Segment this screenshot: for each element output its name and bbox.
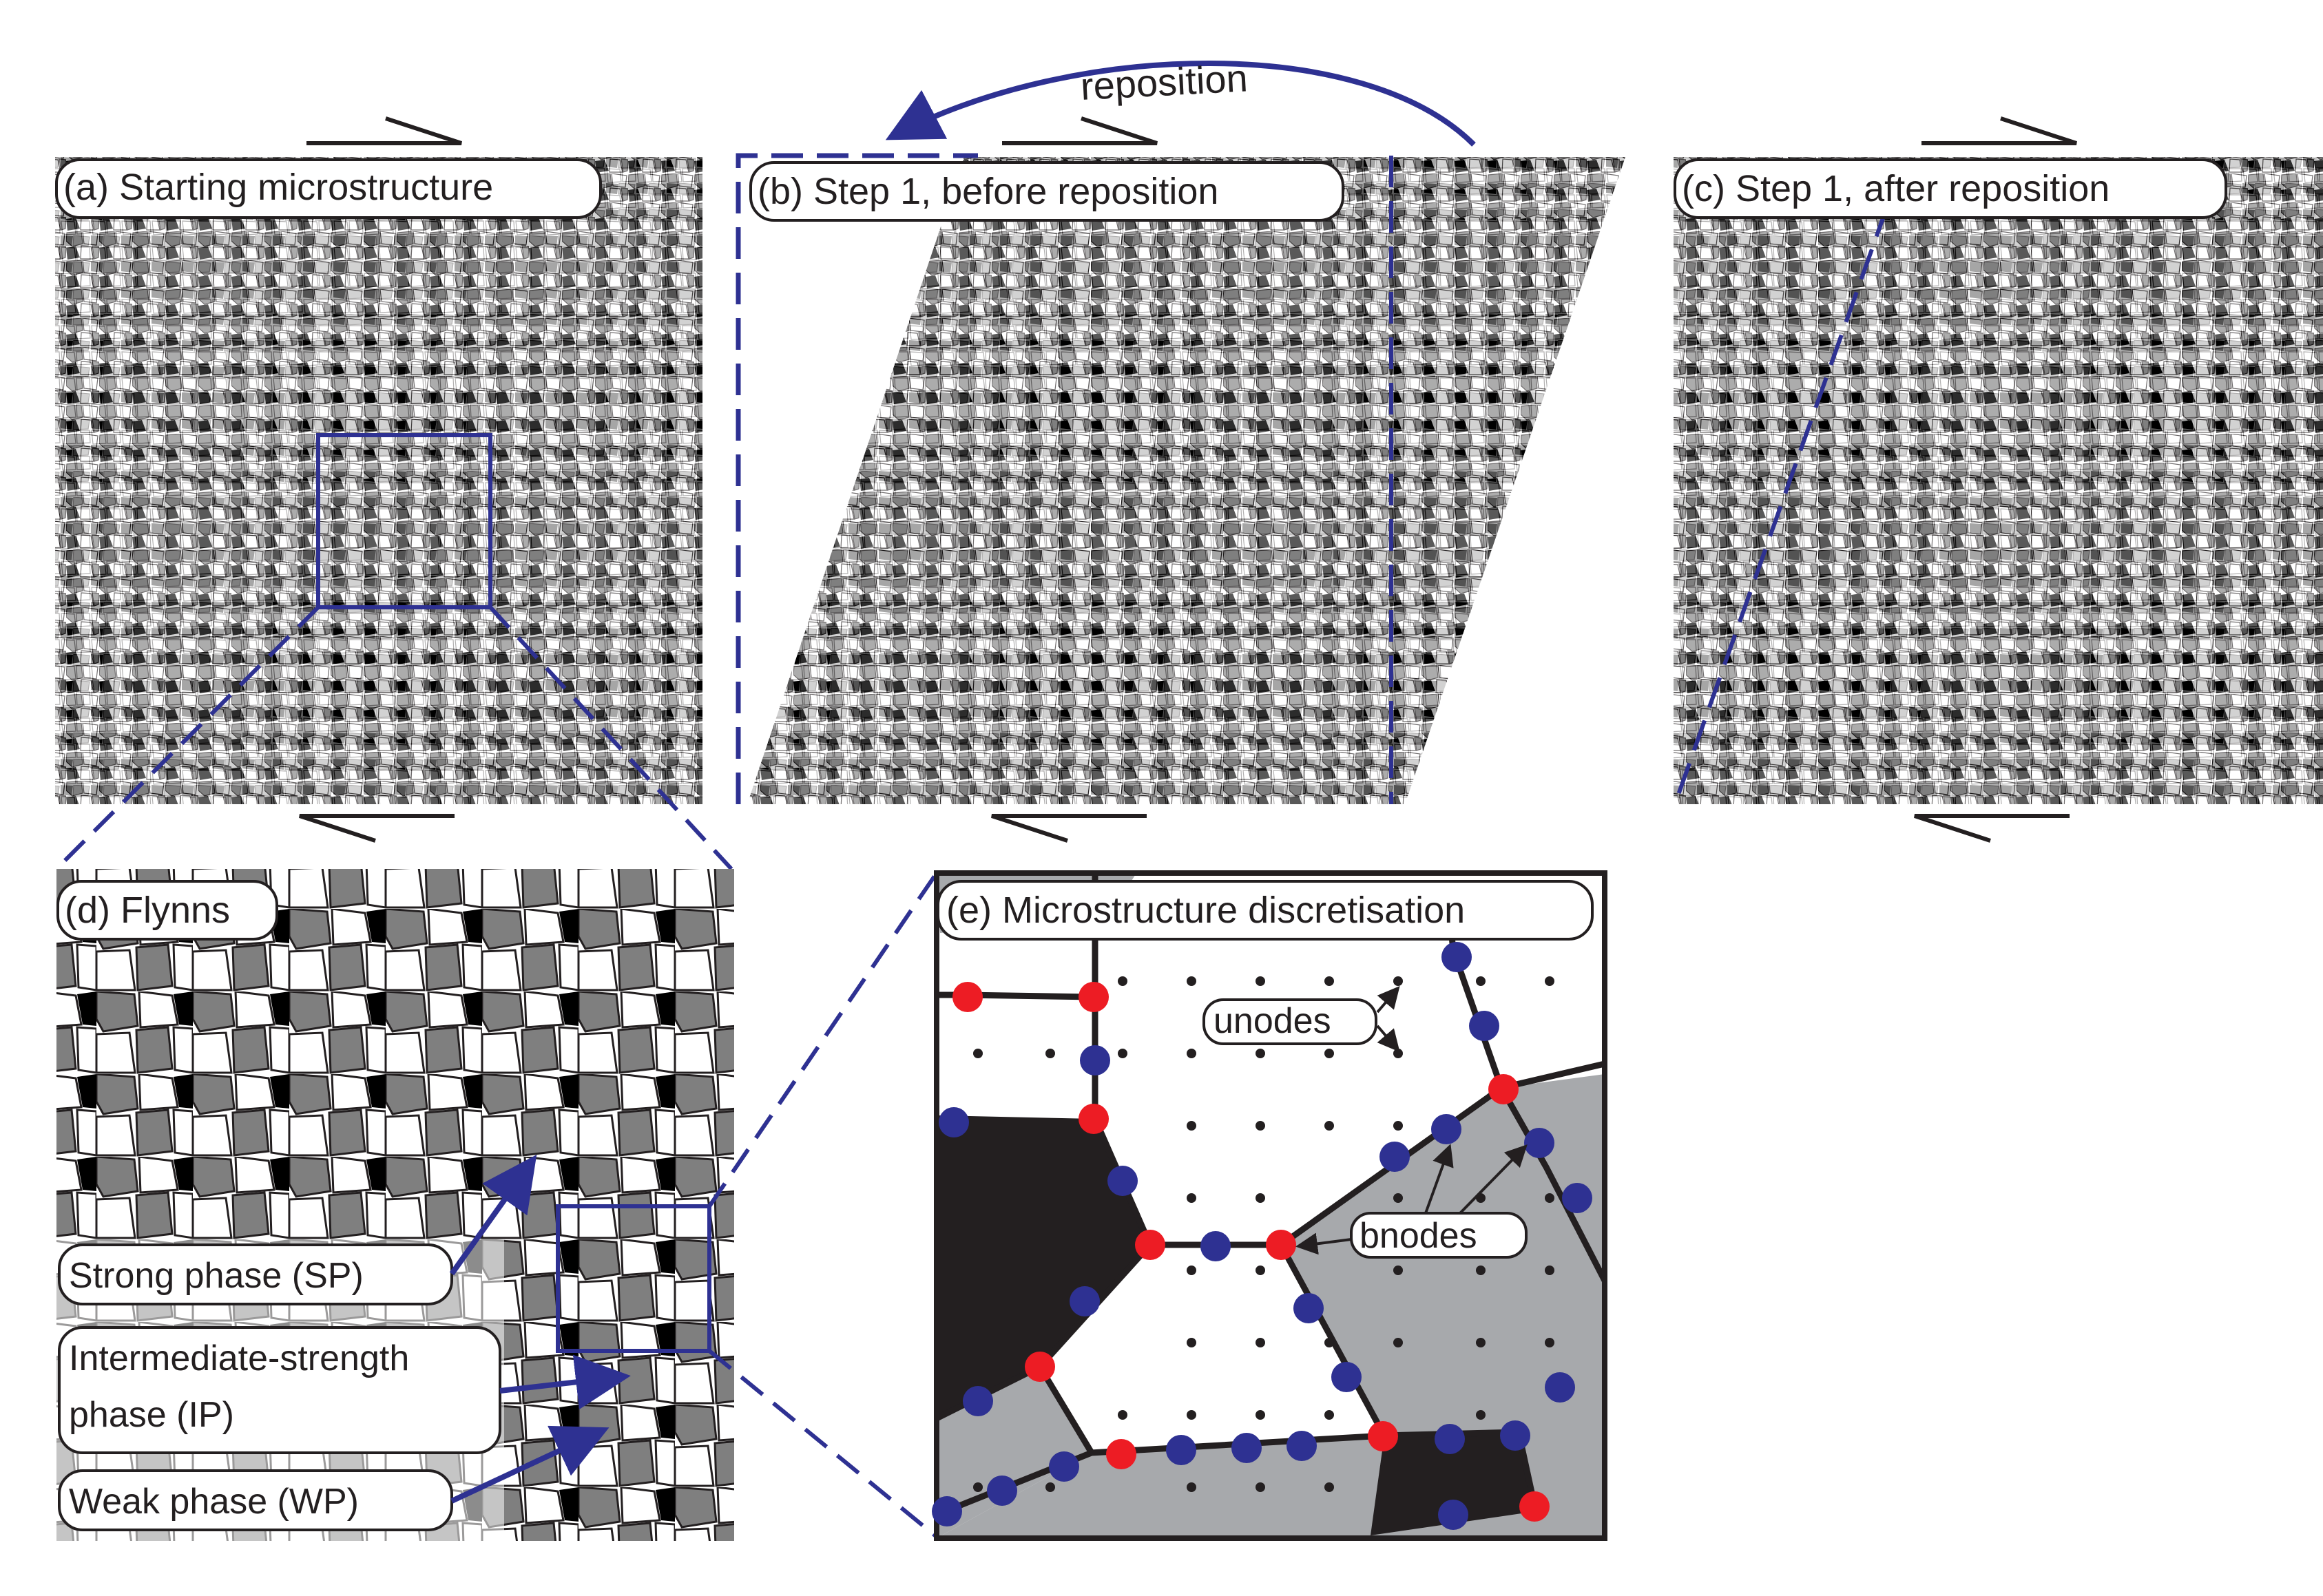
bnodes-label: bnodes [1360,1216,1477,1256]
bnodes-red [952,982,1550,1522]
bnodes-blue [932,942,1592,1530]
shear-arrow-icon [1914,814,2070,843]
strong-phase-box [58,1243,453,1305]
intermediate-phase-label-1: Intermediate-strength [69,1338,409,1378]
intermediate-phase-label-2: phase (IP) [69,1395,234,1435]
panel-b-label: (b) Step 1, before reposition [758,171,1218,212]
panel-d-label: (d) Flynns [65,890,230,931]
bnodes-pointer [1459,1144,1528,1215]
unodes-pointer [1376,1025,1400,1053]
unodes-pointer [1376,985,1400,1014]
zoom-line-right [488,605,733,871]
zoom-line-lower [708,1349,938,1539]
panel-c-label-box [1674,158,2227,219]
shear-arrow-icon [991,814,1147,843]
panel-a-label-box [55,158,602,219]
panel-b-dashed-outline [736,153,978,804]
panel-c: (c) Step 1, after reposition [1673,116,2323,843]
zoom-box-icon [556,1204,711,1353]
panel-b: reposition (b) Step 1, before reposition [736,56,1625,843]
reposition-label: reposition [1079,56,1249,108]
panel-e-label: (e) Microstructure discretisation [946,890,1465,931]
panel-e-grey-region [937,1436,1384,1538]
unodes-grid [973,976,1554,1492]
panel-e-frame [934,870,1607,1541]
panel-c-dashed-line [1673,205,1889,806]
panel-d-label-box [56,880,278,941]
panel-e-label-box [937,880,1594,941]
strong-phase-label: Strong phase (SP) [69,1256,364,1296]
panel-a-label: (a) Starting microstructure [63,167,493,208]
shear-arrow-icon [1002,116,1158,145]
unodes-label-box [1202,998,1377,1045]
panel-e-black-region [1371,1432,1536,1535]
shear-arrow-icon [1921,116,2077,145]
panel-e-black-region [937,1115,1150,1418]
panel-b-label-box [749,161,1344,222]
unodes-label: unodes [1213,1001,1331,1041]
weak-phase-arrow [450,1425,610,1504]
strong-phase-arrow [449,1154,537,1276]
panel-a-grain-variation [55,157,702,804]
zoom-line-left [54,605,320,871]
panel-e: (e) Microstructure discretisation unodes… [932,870,1608,1541]
panel-c-grain-variation [1674,157,2323,804]
bnodes-pointer [1424,1144,1454,1214]
weak-phase-label: Weak phase (WP) [69,1482,359,1522]
panel-d: (d) Flynns Strong phase (SP) Intermediat… [56,869,734,1542]
bnodes-pointer [1295,1232,1352,1255]
reposition-arrow-icon [885,61,1476,147]
shear-arrow-icon [306,116,462,145]
intermediate-phase-arrow [499,1354,631,1410]
shear-arrow-icon [299,814,455,843]
panel-c-label: (c) Step 1, after reposition [1682,168,2110,209]
zoom-box-icon [316,433,492,609]
zoom-line-upper [707,872,939,1208]
panel-b-grain-variation [747,157,1625,804]
bnodes-label-box [1350,1212,1528,1259]
panel-a: (a) Starting microstructure [55,116,702,843]
